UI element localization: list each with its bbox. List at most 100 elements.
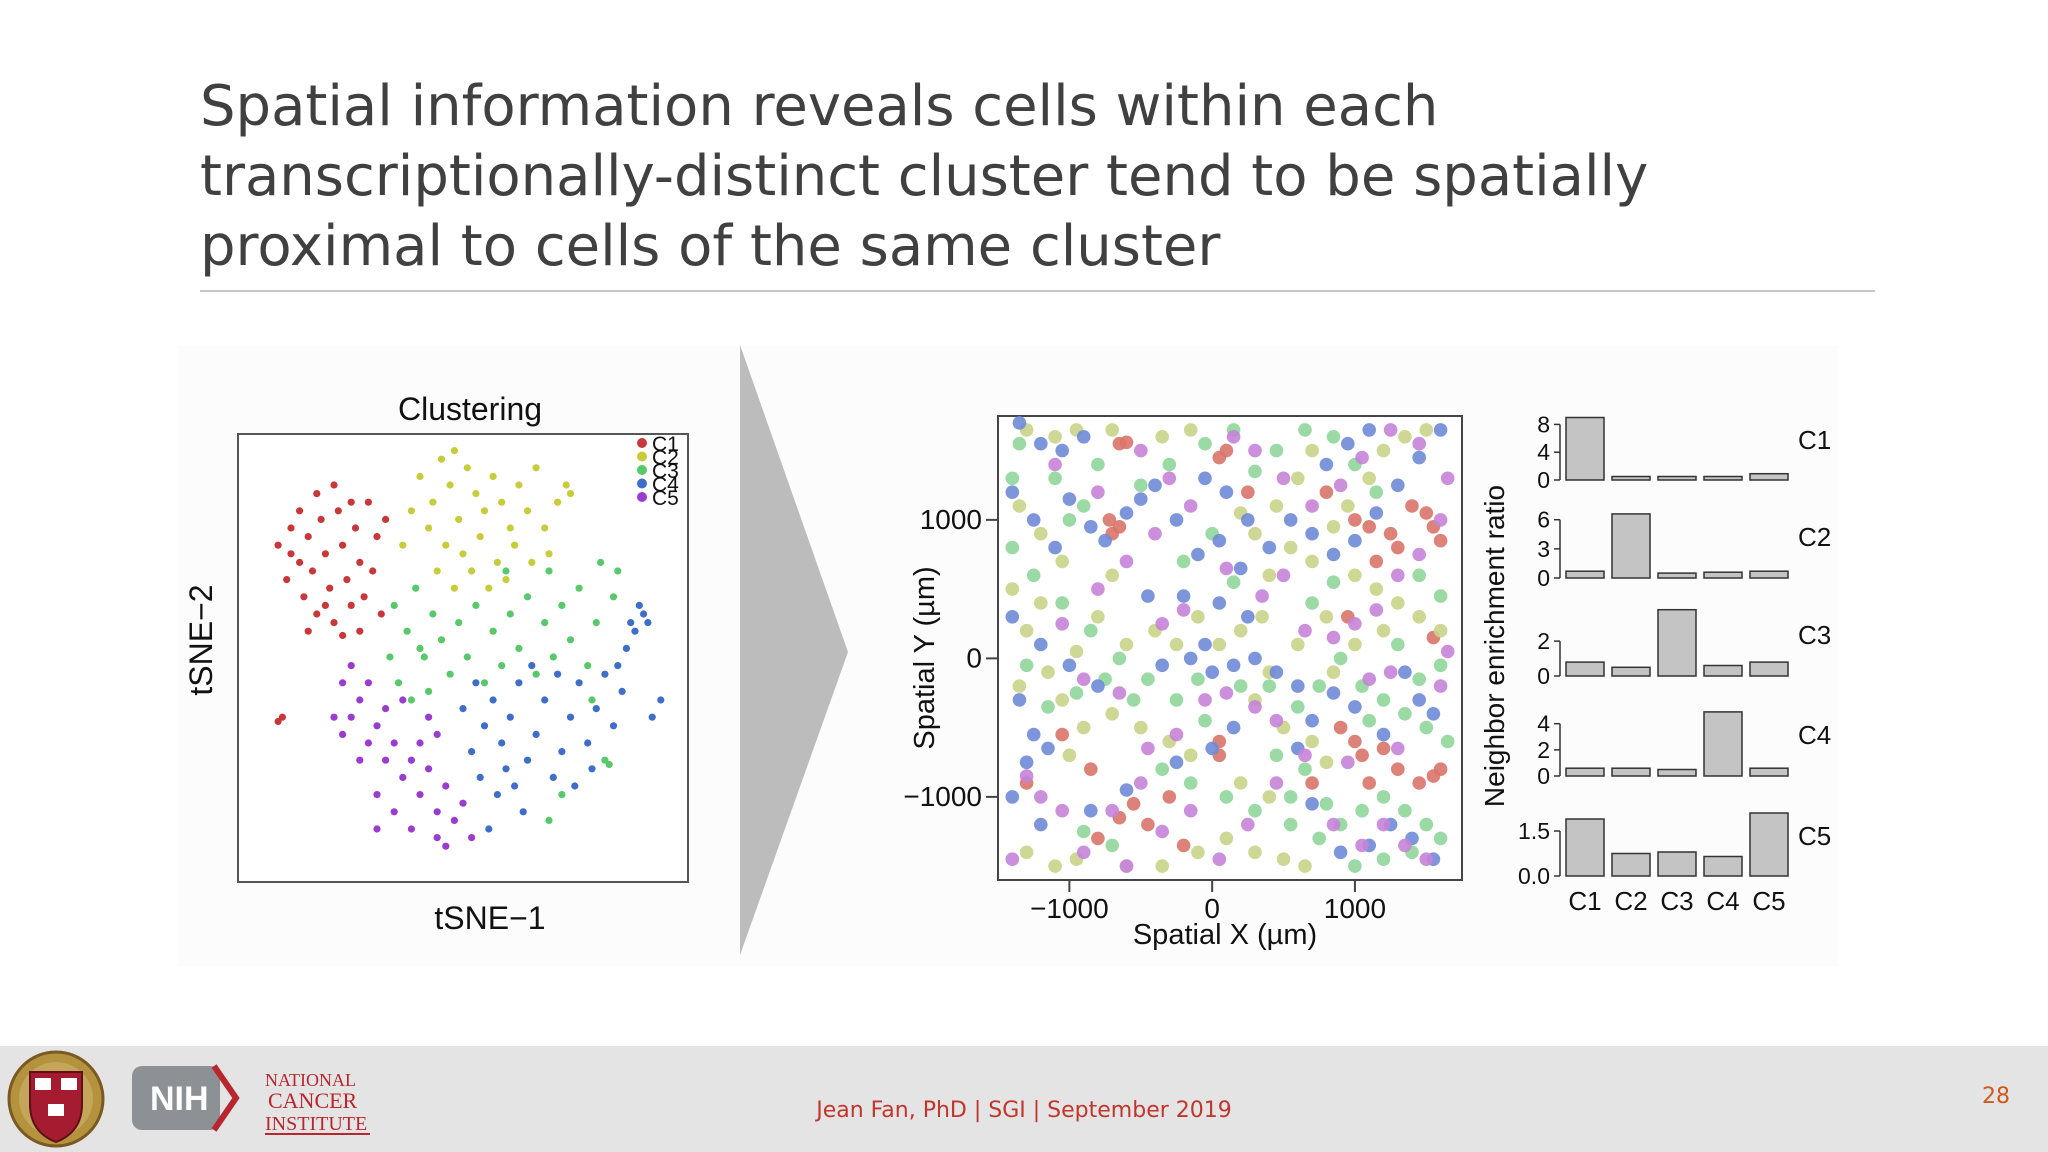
tsne-point-c3 bbox=[584, 662, 592, 670]
tsne-point-c3 bbox=[437, 636, 446, 644]
spatial-point-c3 bbox=[1026, 568, 1041, 583]
footer-text: Jean Fan, PhD | SGI | September 2019 bbox=[816, 1098, 1232, 1123]
tsne-point-c1 bbox=[287, 550, 295, 558]
tsne-point-c1 bbox=[351, 524, 360, 532]
enrichment-category-label: C5 bbox=[1752, 886, 1785, 916]
tsne-point-c2 bbox=[476, 533, 484, 541]
spatial-point-c5 bbox=[1055, 617, 1069, 631]
tsne-point-c4 bbox=[566, 713, 575, 721]
tsne-point-c4 bbox=[609, 722, 618, 730]
tsne-point-c4 bbox=[618, 687, 626, 696]
tsne-ylabel: tSNE−2 bbox=[183, 584, 219, 695]
spatial-point-c4 bbox=[1119, 506, 1134, 520]
spatial-point-c2 bbox=[1019, 845, 1034, 860]
tsne-point-c4 bbox=[640, 610, 648, 618]
spatial-point-c5 bbox=[1091, 582, 1105, 596]
spatial-point-c3 bbox=[1062, 513, 1077, 527]
spatial-point-c2 bbox=[1069, 644, 1084, 659]
spatial-point-c3 bbox=[1219, 790, 1234, 804]
tsne-point-c3 bbox=[489, 627, 497, 635]
tsne-point-c5 bbox=[373, 722, 381, 730]
tsne-point-c5 bbox=[450, 816, 458, 825]
spatial-point-c3 bbox=[1433, 658, 1448, 673]
spatial-point-c3 bbox=[1269, 748, 1284, 763]
spatial-point-c4 bbox=[1212, 596, 1227, 610]
footer-bar: NIH NATIONAL CANCER INSTITUTE Jean Fan, … bbox=[0, 1046, 2048, 1152]
spatial-point-c5 bbox=[1155, 824, 1169, 839]
tsne-point-c1 bbox=[304, 533, 312, 541]
spatial-point-c3 bbox=[1298, 423, 1312, 437]
spatial-point-c3 bbox=[1283, 817, 1298, 832]
spatial-point-c1 bbox=[1419, 506, 1434, 520]
spatial-point-c4 bbox=[1026, 513, 1041, 527]
footer-logos: NIH NATIONAL CANCER INSTITUTE bbox=[7, 1050, 370, 1148]
tsne-point-c4 bbox=[601, 670, 609, 678]
spatial-point-c4 bbox=[1148, 478, 1162, 493]
tsne-point-c1 bbox=[304, 627, 312, 635]
spatial-point-c3 bbox=[1319, 797, 1334, 811]
legend-marker-c5 bbox=[637, 492, 647, 502]
spatial-point-c4 bbox=[1326, 686, 1341, 700]
enrichment-bar-c1-c3 bbox=[1657, 475, 1697, 481]
tsne-point-c3 bbox=[609, 593, 618, 601]
enrichment-bar-c1-c1 bbox=[1565, 416, 1605, 481]
tsne-point-c4 bbox=[635, 601, 643, 610]
tsne-point-c1 bbox=[326, 584, 334, 592]
spatial-xtick-label: 1000 bbox=[1324, 893, 1386, 924]
spatial-point-c4 bbox=[1198, 471, 1212, 486]
legend-marker-c2 bbox=[637, 451, 647, 462]
nci-logo: NATIONAL CANCER INSTITUTE bbox=[265, 1070, 370, 1135]
tsne-point-c3 bbox=[597, 558, 605, 567]
enrichment-ytick-label: 8 bbox=[1537, 411, 1550, 437]
tsne-point-c3 bbox=[506, 610, 514, 618]
enrichment-panel-label: C1 bbox=[1798, 425, 1831, 455]
spatial-point-c5 bbox=[1169, 727, 1184, 742]
spatial-point-c2 bbox=[1376, 623, 1391, 638]
tsne-point-c4 bbox=[532, 730, 540, 739]
enrichment-bar-c5-c1 bbox=[1565, 818, 1605, 877]
spatial-point-c3 bbox=[1355, 803, 1369, 818]
tsne-point-c5 bbox=[339, 679, 347, 687]
tsne-point-c3 bbox=[394, 679, 403, 687]
tsne-point-c4 bbox=[554, 670, 562, 678]
enrichment-ytick-label: 0 bbox=[1537, 763, 1550, 789]
enrichment-bar-c4-c1 bbox=[1565, 767, 1605, 777]
enrichment-category-label: C1 bbox=[1568, 886, 1601, 916]
spatial-point-c5 bbox=[1440, 644, 1455, 659]
spatial-point-c5 bbox=[1212, 852, 1227, 866]
enrichment-bar-c2-c5 bbox=[1749, 570, 1789, 579]
spatial-point-c1 bbox=[1433, 762, 1448, 776]
legend-label-c5: C5 bbox=[652, 487, 679, 510]
spatial-point-c1 bbox=[1141, 817, 1155, 832]
tsne-point-c4 bbox=[502, 765, 510, 773]
spatial-point-c3 bbox=[1433, 589, 1448, 603]
spatial-point-c4 bbox=[1226, 658, 1241, 673]
enrichment-bar-c5-c3 bbox=[1657, 851, 1697, 877]
spatial-point-c3 bbox=[1134, 478, 1148, 493]
spatial-point-c4 bbox=[1283, 513, 1298, 527]
spatial-point-c2 bbox=[1105, 707, 1119, 721]
spatial-point-c4 bbox=[1098, 533, 1112, 548]
spatial-point-c4 bbox=[1262, 540, 1277, 555]
spatial-point-c3 bbox=[1141, 672, 1155, 686]
tsne-point-c1 bbox=[369, 567, 377, 575]
tsne-point-c1 bbox=[330, 619, 338, 627]
tsne-point-c3 bbox=[558, 601, 566, 610]
spatial-point-c3 bbox=[1326, 430, 1341, 444]
spatial-point-c5 bbox=[1298, 748, 1312, 763]
tsne-point-c5 bbox=[442, 842, 450, 850]
enrichment-category-label: C4 bbox=[1706, 886, 1739, 916]
spatial-point-c2 bbox=[1055, 554, 1069, 569]
spatial-point-c3 bbox=[1105, 838, 1119, 853]
tsne-point-c4 bbox=[493, 791, 501, 799]
spatial-point-c1 bbox=[1348, 734, 1362, 749]
spatial-point-c3 bbox=[1248, 803, 1262, 818]
spatial-point-c2 bbox=[1305, 554, 1319, 569]
spatial-point-c3 bbox=[1440, 734, 1455, 749]
spatial-point-c2 bbox=[1326, 665, 1341, 679]
spatial-point-c4 bbox=[1412, 450, 1426, 465]
spatial-point-c2 bbox=[1291, 637, 1305, 652]
spatial-point-c3 bbox=[1162, 457, 1177, 472]
spatial-point-c2 bbox=[1305, 443, 1319, 458]
legend-label-c2: C2 bbox=[652, 447, 679, 470]
